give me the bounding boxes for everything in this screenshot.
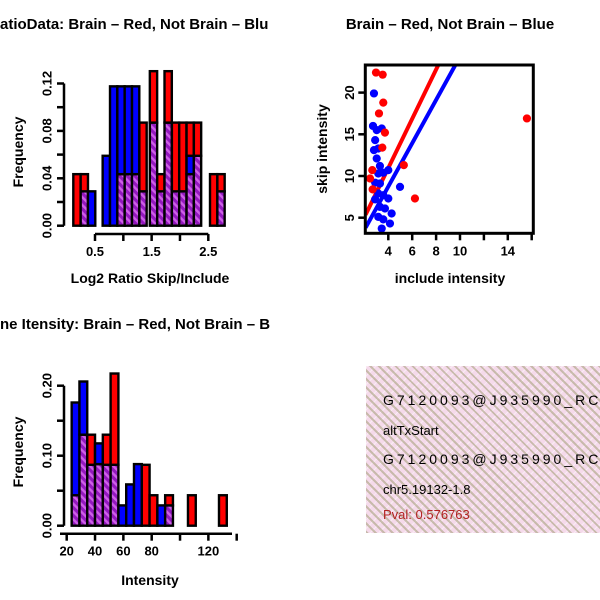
panel-scatter: 5 10 15 20 4 6 8 10 14 Brain – Red, Not Brain – … <box>300 0 600 300</box>
svg-text:15: 15 <box>342 127 357 141</box>
svg-text:0.04: 0.04 <box>40 165 55 191</box>
svg-text:0.5: 0.5 <box>86 244 104 259</box>
svg-text:10: 10 <box>453 243 467 258</box>
histogram-bars <box>70 372 228 527</box>
svg-text:1.5: 1.5 <box>143 244 161 259</box>
pval-line: Pval: 0.576763 <box>383 507 470 522</box>
svg-text:14: 14 <box>501 243 516 258</box>
svg-text:80: 80 <box>144 544 158 559</box>
svg-text:10: 10 <box>342 169 357 183</box>
axes: 0.00 0.04 0.08 0.12 0.5 1.5 2.5 <box>40 71 218 259</box>
probe-id-line-2: G7120093@J935990_RC <box>383 451 600 467</box>
svg-text:0.08: 0.08 <box>40 118 55 143</box>
svg-text:0.12: 0.12 <box>40 71 55 96</box>
svg-text:0.00: 0.00 <box>40 213 55 238</box>
probe-id-line-1: G7120093@J935990_RC <box>383 392 600 408</box>
svg-text:5: 5 <box>342 214 357 221</box>
intensity-histogram-plot: 0.00 0.10 0.20 20 40 60 80 120 <box>40 372 238 559</box>
data-points <box>365 68 532 233</box>
intensity-x-axis-label: Intensity <box>121 572 179 588</box>
ratio-y-axis-label: Frequency <box>10 116 26 188</box>
ratio-histogram-plot: 0.00 0.04 0.08 0.12 0.5 1.5 2.5 <box>40 69 226 259</box>
svg-text:120: 120 <box>198 544 220 559</box>
scatter-title: Brain – Red, Not Brain – Blue <box>345 16 555 33</box>
svg-text:0.10: 0.10 <box>40 443 55 468</box>
svg-text:20: 20 <box>59 544 73 559</box>
chromosome-line: chr5.19132-1.8 <box>383 482 471 497</box>
plot-box <box>363 63 535 235</box>
svg-text:60: 60 <box>116 544 130 559</box>
histogram-bars <box>72 69 226 227</box>
ratio-histogram-title: atioData: Brain – Red, Not Brain – Blu <box>0 16 269 33</box>
svg-text:8: 8 <box>432 243 439 258</box>
regression-lines <box>366 66 458 229</box>
intensity-histogram-title: ne Itensity: Brain – Red, Not Brain – B <box>0 316 271 333</box>
scatter-plot: 5 10 15 20 4 6 8 10 14 <box>342 63 535 258</box>
svg-text:40: 40 <box>88 544 102 559</box>
svg-text:20: 20 <box>342 85 357 99</box>
info-box: G7120093@J935990_RC altTxStart G7120093@… <box>366 366 600 533</box>
svg-text:4: 4 <box>385 243 393 258</box>
panel-intensity-histogram: 0.00 0.10 0.20 20 40 60 80 120 ne Itensity: Bra… <box>0 300 300 600</box>
svg-text:2.5: 2.5 <box>199 244 217 259</box>
svg-text:0.20: 0.20 <box>40 373 55 398</box>
intensity-y-axis-label: Frequency <box>10 416 26 488</box>
scatter-y-axis-label: skip intensity <box>314 104 330 194</box>
event-type-line: altTxStart <box>383 423 439 438</box>
svg-text:0.00: 0.00 <box>40 513 55 538</box>
svg-text:6: 6 <box>409 243 416 258</box>
scatter-x-axis-label: include intensity <box>394 270 506 286</box>
panel-ratio-histogram: 0.00 0.04 0.08 0.12 0.5 1.5 2.5 atioData: Brai… <box>0 0 300 300</box>
ratio-x-axis-label: Log2 Ratio Skip/Include <box>70 270 230 286</box>
axes: 0.00 0.10 0.20 20 40 60 80 120 <box>40 373 238 559</box>
